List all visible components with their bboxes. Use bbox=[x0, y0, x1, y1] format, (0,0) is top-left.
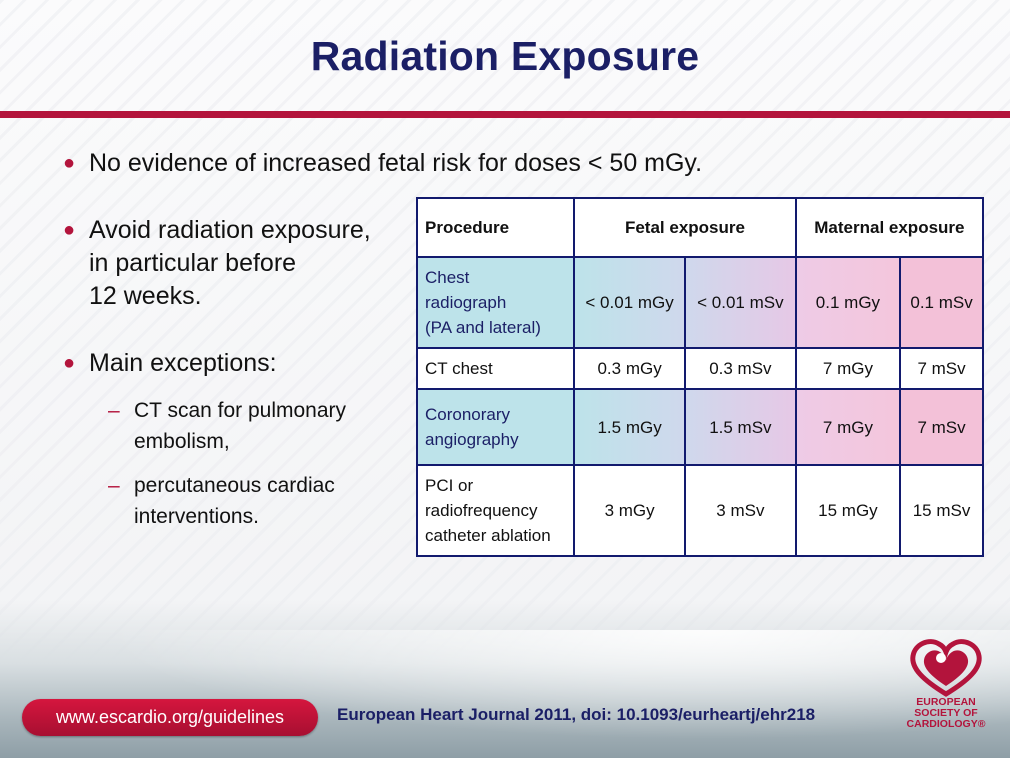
header-fetal-exposure: Fetal exposure bbox=[573, 197, 797, 258]
bullet-dot-icon: ● bbox=[63, 352, 76, 374]
journal-citation: European Heart Journal 2011, doi: 10.109… bbox=[337, 705, 816, 724]
procedure-cell: PCI or radiofrequency catheter ablation bbox=[415, 464, 576, 557]
slide-title: Radiation Exposure bbox=[310, 33, 700, 79]
table-row: Coronorary angiography 1.5 mGy 1.5 mSv 7 … bbox=[415, 388, 984, 466]
dash-icon: – bbox=[108, 399, 120, 422]
header-maternal-exposure: Maternal exposure bbox=[794, 197, 985, 258]
dash-icon: – bbox=[108, 474, 120, 497]
table-row: CT chest 0.3 mGy 0.3 mSv 7 mGy 7 mSv bbox=[415, 347, 984, 390]
fetal-dose-msv: 3 mSv bbox=[684, 464, 797, 557]
fetal-dose-msv: 0.3 mSv bbox=[684, 347, 797, 390]
bullet-dot-icon: ● bbox=[63, 152, 76, 174]
bullet-text: No evidence of increased fetal risk for … bbox=[89, 149, 703, 177]
maternal-dose-mgy: 0.1 mGy bbox=[794, 256, 902, 349]
bullet-line: Avoid radiation exposure, bbox=[89, 216, 371, 244]
title-divider bbox=[0, 111, 1010, 118]
bullet-line: in particular before bbox=[89, 249, 297, 277]
table-row: PCI or radiofrequency catheter ablation 3 … bbox=[415, 464, 984, 557]
esc-heart-logo-icon bbox=[910, 639, 982, 697]
maternal-dose-mgy: 7 mGy bbox=[794, 347, 902, 390]
footer-highlight bbox=[0, 630, 1010, 758]
table-header-row: Procedure Fetal exposure Maternal exposu… bbox=[415, 197, 985, 258]
maternal-dose-msv: 7 mSv bbox=[899, 388, 984, 466]
fetal-dose-mgy: 1.5 mGy bbox=[573, 388, 686, 466]
maternal-dose-msv: 7 mSv bbox=[899, 347, 984, 390]
procedure-cell: Coronorary angiography bbox=[415, 388, 576, 466]
sub-bullet-line: embolism, bbox=[134, 430, 230, 453]
maternal-dose-mgy: 15 mGy bbox=[794, 464, 902, 557]
bullet-line: 12 weeks. bbox=[89, 282, 202, 310]
procedure-cell: Chest radiograph (PA and lateral) bbox=[415, 256, 576, 349]
fetal-dose-msv: < 0.01 mSv bbox=[684, 256, 797, 349]
sub-bullet-line: percutaneous cardiac bbox=[134, 474, 335, 497]
header-procedure: Procedure bbox=[415, 197, 576, 258]
radiation-dose-table: Procedure Fetal exposure Maternal exposu… bbox=[415, 197, 985, 557]
procedure-cell: CT chest bbox=[415, 347, 576, 390]
fetal-dose-mgy: 0.3 mGy bbox=[573, 347, 686, 390]
table-row: Chest radiograph (PA and lateral) < 0.01 m… bbox=[415, 256, 984, 349]
guidelines-link-button[interactable]: www.escardio.org/guidelines bbox=[22, 699, 318, 736]
maternal-dose-mgy: 7 mGy bbox=[794, 388, 902, 466]
fetal-dose-msv: 1.5 mSv bbox=[684, 388, 797, 466]
bullet-text: Main exceptions: bbox=[89, 349, 277, 377]
maternal-dose-msv: 15 mSv bbox=[899, 464, 984, 557]
sub-bullet-line: CT scan for pulmonary bbox=[134, 399, 347, 422]
guidelines-url[interactable]: www.escardio.org/guidelines bbox=[55, 707, 285, 727]
fetal-dose-mgy: 3 mGy bbox=[573, 464, 686, 557]
bullet-dot-icon: ● bbox=[63, 219, 76, 241]
esc-logo-text: EUROPEAN SOCIETY OF CARDIOLOGY® bbox=[906, 696, 986, 730]
sub-bullet-line: interventions. bbox=[134, 505, 259, 528]
fetal-dose-mgy: < 0.01 mGy bbox=[573, 256, 686, 349]
maternal-dose-msv: 0.1 mSv bbox=[899, 256, 984, 349]
